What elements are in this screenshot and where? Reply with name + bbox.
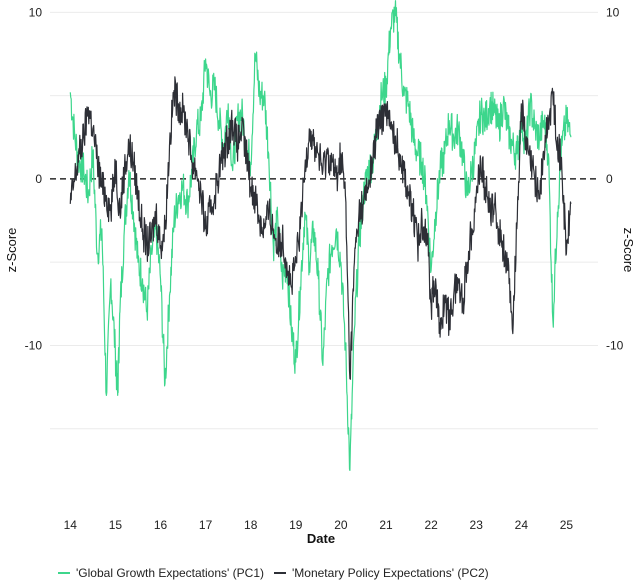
y-tick-label-right: 10: [606, 5, 620, 19]
y-tick-label-right: -10: [606, 338, 624, 352]
x-tick-label: 17: [199, 518, 213, 532]
x-tick-label: 16: [154, 518, 168, 532]
legend: 'Global Growth Expectations' (PC1) 'Mone…: [58, 566, 499, 580]
series-line-pc1: [69, 0, 572, 471]
x-tick-label: 25: [560, 518, 574, 532]
legend-item-pc2: 'Monetary Policy Expectations' (PC2): [274, 566, 489, 580]
y-tick-label-left: 0: [35, 172, 42, 186]
y-tick-label-left: 10: [29, 5, 43, 19]
series-lines: [69, 0, 572, 471]
x-tick-label: 15: [109, 518, 123, 532]
y-axis-left-ticks: 10 0 -10: [25, 5, 43, 352]
x-tick-label: 23: [470, 518, 484, 532]
y-axis-right-title: z-Score: [621, 228, 636, 273]
x-axis-ticks: 14 15 16 17 18 19 20 21 22 23 24 25: [64, 518, 574, 532]
series-line-pc2: [69, 76, 572, 380]
y-axis-right-ticks: 10 0 -10: [606, 5, 624, 352]
gridlines: [50, 11, 598, 430]
y-tick-label-right: 0: [606, 172, 613, 186]
x-tick-label: 18: [244, 518, 258, 532]
x-axis-title: Date: [307, 531, 335, 546]
x-tick-label: 21: [379, 518, 393, 532]
y-axis-left-title: z-Score: [4, 228, 19, 273]
y-tick-label-left: -10: [25, 338, 43, 352]
legend-item-pc1: 'Global Growth Expectations' (PC1): [58, 566, 264, 580]
legend-swatch-pc2: [274, 572, 286, 574]
x-tick-label: 19: [289, 518, 303, 532]
x-tick-label: 22: [424, 518, 438, 532]
x-tick-label: 20: [334, 518, 348, 532]
legend-swatch-pc1: [58, 572, 70, 574]
legend-label-pc2: 'Monetary Policy Expectations' (PC2): [292, 566, 489, 580]
legend-label-pc1: 'Global Growth Expectations' (PC1): [76, 566, 264, 580]
x-tick-label: 14: [64, 518, 78, 532]
x-tick-label: 24: [515, 518, 529, 532]
